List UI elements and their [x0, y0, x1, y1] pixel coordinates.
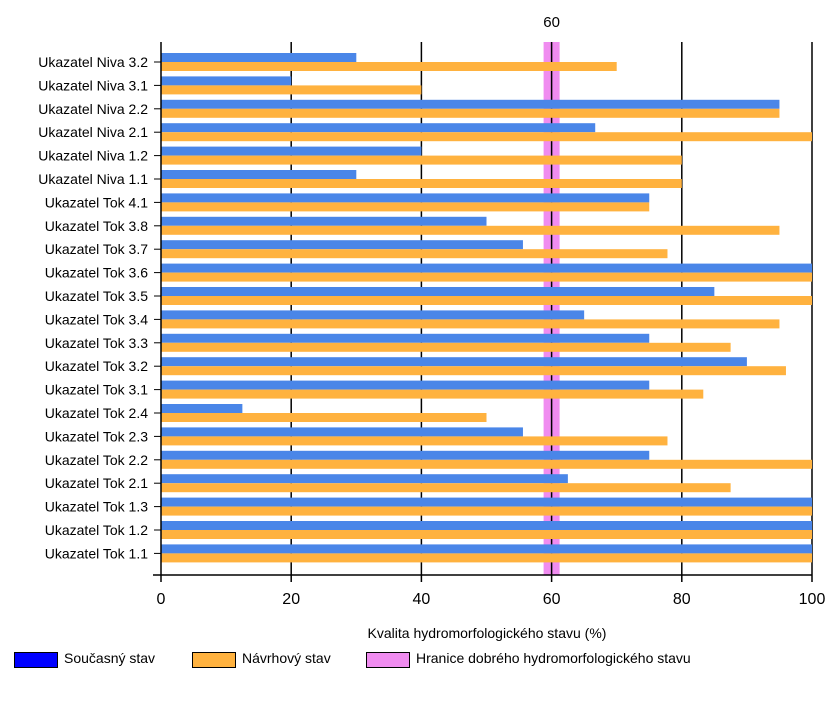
legend-item-current: Současný stav	[14, 650, 184, 668]
bar-current	[161, 521, 812, 530]
bar-current	[161, 474, 568, 484]
category-label: Ukazatel Tok 1.2	[45, 522, 148, 538]
category-label: Ukazatel Tok 2.4	[45, 405, 148, 421]
category-label: Ukazatel Tok 3.4	[45, 311, 148, 327]
category-label: Ukazatel Niva 2.2	[38, 101, 148, 117]
bar-current	[161, 76, 292, 86]
legend-label-current: Současný stav	[64, 650, 156, 666]
bar-proposed	[161, 483, 731, 493]
legend-item-threshold: Hranice dobrého hydromorfologického stav…	[366, 650, 726, 668]
bar-proposed	[161, 62, 617, 71]
bar-proposed	[161, 319, 780, 329]
bar-current	[161, 193, 650, 203]
category-label: Ukazatel Tok 2.2	[45, 452, 148, 468]
bar-proposed	[161, 389, 704, 399]
bar-current	[161, 333, 650, 343]
category-label: Ukazatel Tok 3.5	[45, 288, 148, 304]
bar-current	[161, 99, 780, 109]
x-tick-label: 20	[282, 591, 300, 608]
legend-label-proposed: Návrhový stav	[242, 650, 331, 666]
bar-proposed	[161, 225, 780, 235]
bar-proposed	[161, 366, 786, 376]
bar-proposed	[161, 459, 812, 469]
bar-current	[161, 544, 812, 554]
bar-proposed	[161, 249, 668, 259]
legend-label-threshold: Hranice dobrého hydromorfologického stav…	[416, 650, 691, 666]
category-label: Ukazatel Niva 2.1	[38, 124, 148, 140]
x-tick-label: 40	[413, 591, 431, 608]
category-label: Ukazatel Niva 1.1	[38, 171, 148, 187]
threshold-label: 60	[543, 14, 560, 31]
category-label: Ukazatel Niva 3.1	[38, 77, 148, 93]
bar-proposed	[161, 530, 812, 539]
bar-proposed	[161, 553, 812, 563]
category-label: Ukazatel Tok 2.3	[45, 428, 148, 444]
chart: 60 Ukazatel Niva 3.2 Ukazatel Niva 3.1 Ukaz…	[38, 14, 826, 641]
bar-current	[161, 263, 812, 273]
category-label: Ukazatel Niva 3.2	[38, 54, 148, 70]
bar-current	[161, 497, 812, 507]
category-label: Ukazatel Tok 3.1	[45, 382, 148, 398]
bar-current	[161, 404, 243, 413]
category-label: Ukazatel Tok 3.7	[45, 241, 148, 257]
bar-current	[161, 357, 747, 367]
bar-proposed	[161, 413, 487, 422]
x-tick-label: 80	[673, 591, 691, 608]
bar-proposed	[161, 296, 812, 305]
legend-swatch-proposed	[192, 652, 236, 668]
category-label: Ukazatel Tok 2.1	[45, 475, 148, 491]
bar-proposed	[161, 85, 422, 95]
bar-proposed	[161, 155, 682, 165]
bar-current	[161, 287, 715, 296]
bar-proposed	[161, 436, 668, 446]
category-label: Ukazatel Tok 1.3	[45, 499, 148, 515]
bar-proposed	[161, 342, 731, 352]
x-tick-label: 0	[157, 591, 166, 608]
legend-swatch-threshold	[366, 652, 410, 668]
legend-swatch-current	[14, 652, 58, 668]
bar-proposed	[161, 506, 812, 516]
category-label: Ukazatel Tok 1.1	[45, 545, 148, 561]
legend: Současný stav Návrhový stav Hranice dobr…	[14, 650, 824, 716]
x-axis-label: Kvalita hydromorfologického stavu (%)	[368, 625, 607, 641]
bar-current	[161, 427, 523, 437]
bar-current	[161, 123, 596, 133]
bar-proposed	[161, 179, 682, 188]
x-tick-label: 100	[799, 591, 826, 608]
bar-proposed	[161, 272, 812, 282]
category-label: Ukazatel Tok 3.3	[45, 335, 148, 351]
bar-current	[161, 450, 650, 460]
bar-proposed	[161, 202, 650, 212]
bar-proposed	[161, 108, 780, 118]
category-label: Ukazatel Tok 3.6	[45, 265, 148, 281]
bar-current	[161, 310, 585, 320]
legend-item-proposed: Návrhový stav	[192, 650, 372, 668]
x-tick-label: 60	[543, 591, 561, 608]
category-label: Ukazatel Niva 1.2	[38, 148, 148, 164]
bar-current	[161, 216, 487, 226]
bar-current	[161, 170, 357, 179]
bar-current	[161, 146, 422, 156]
bar-current	[161, 380, 650, 390]
category-label: Ukazatel Tok 4.1	[45, 194, 148, 210]
category-label: Ukazatel Tok 3.2	[45, 358, 148, 374]
bar-current	[161, 53, 357, 62]
category-label: Ukazatel Tok 3.8	[45, 218, 148, 234]
bar-current	[161, 240, 523, 250]
bar-proposed	[161, 132, 812, 142]
